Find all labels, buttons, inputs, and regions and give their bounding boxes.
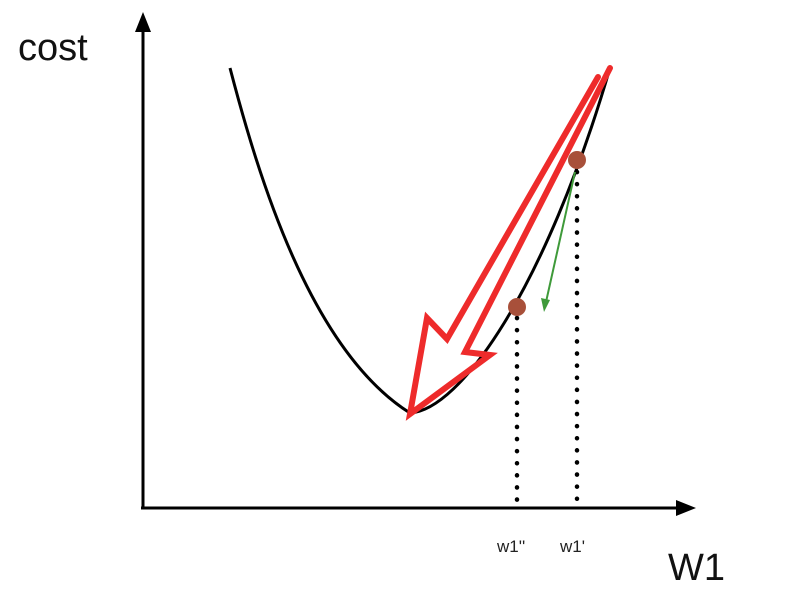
point-w1-double-prime [508, 298, 526, 316]
gradient-step-arrow-shaft [545, 171, 576, 303]
tick-label-w1-prime: w1' [559, 537, 585, 556]
x-axis-label: W1 [668, 547, 725, 589]
tick-label-w1-double-prime: w1'' [496, 537, 525, 556]
y-axis-arrowhead [135, 12, 151, 32]
x-axis-arrowhead [676, 500, 696, 516]
point-w1-prime [568, 151, 586, 169]
gradient-step-arrow-head [541, 298, 550, 312]
big-descent-arrow [405, 65, 613, 421]
y-axis-label: cost [18, 27, 88, 69]
